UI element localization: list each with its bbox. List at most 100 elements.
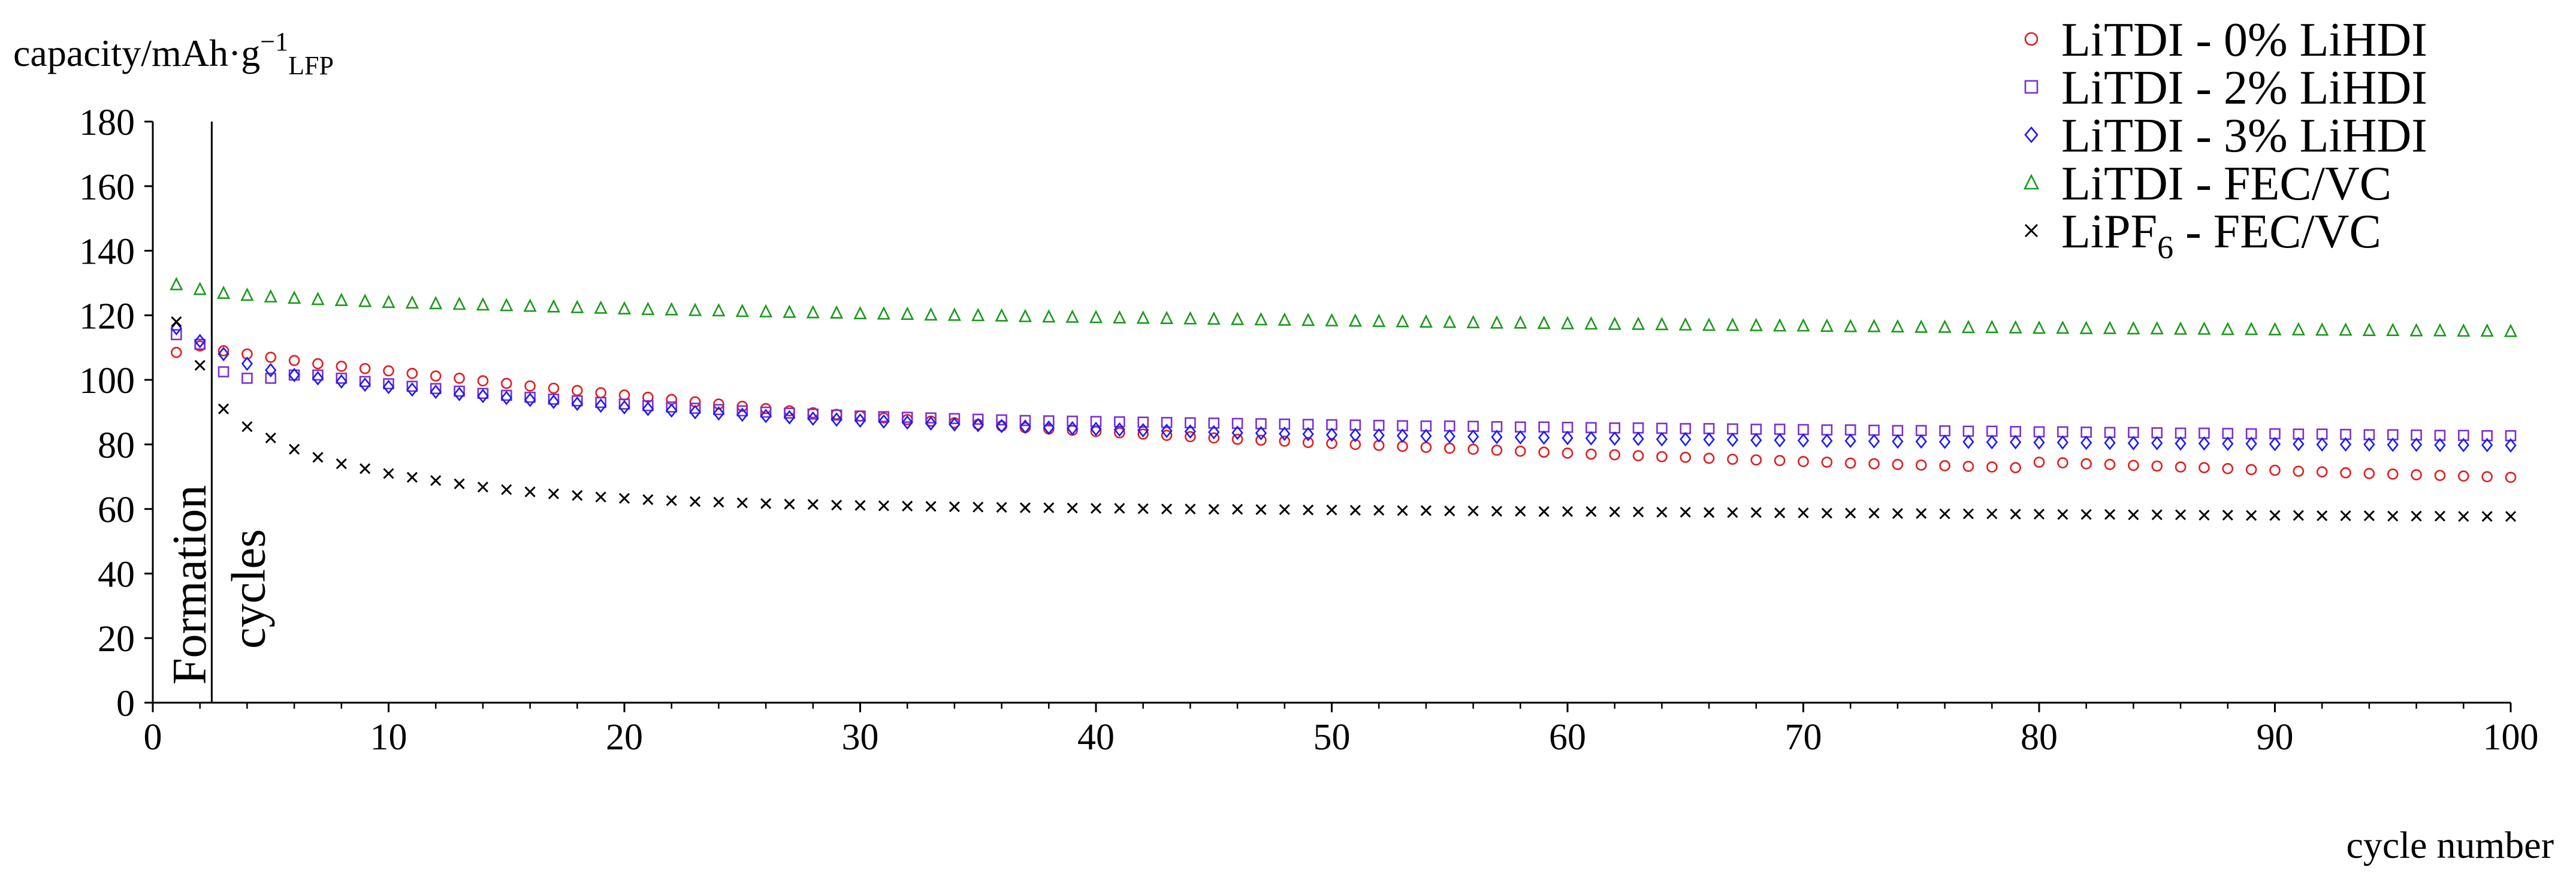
data-point — [1255, 425, 1267, 441]
data-point — [2197, 321, 2211, 335]
data-point — [2245, 322, 2258, 335]
data-point — [312, 369, 324, 381]
data-point — [2339, 437, 2352, 452]
data-point — [571, 385, 583, 397]
data-point — [1844, 424, 1856, 436]
data-point — [1255, 418, 1267, 430]
data-point — [1089, 310, 1103, 323]
formation-label: Formation — [164, 485, 216, 685]
data-point — [713, 497, 724, 508]
data-point — [807, 499, 819, 510]
data-point — [477, 481, 488, 493]
data-point — [359, 362, 371, 374]
y-axis-label-sup: −1 — [260, 27, 288, 56]
data-point — [1067, 502, 1078, 514]
data-point — [2409, 323, 2423, 337]
data-point — [265, 433, 276, 444]
data-point — [806, 305, 820, 319]
data-point — [1090, 503, 1102, 514]
data-point — [1562, 447, 1574, 459]
data-point — [1609, 431, 1621, 446]
data-point — [1562, 422, 1574, 433]
data-point — [1373, 428, 1385, 443]
data-point — [2056, 320, 2070, 334]
data-point — [783, 304, 796, 318]
data-point — [171, 316, 182, 328]
data-point — [1962, 461, 1974, 472]
data-point — [2175, 509, 2187, 521]
data-point — [288, 355, 300, 367]
data-point — [1491, 506, 1503, 517]
data-point — [240, 288, 254, 301]
data-point — [2080, 436, 2092, 450]
cycles-label: cycles — [222, 529, 275, 649]
data-point — [453, 386, 466, 401]
data-point — [312, 452, 324, 463]
data-point — [1916, 508, 1927, 519]
legend-label: LiPF6 - FEC/VC — [2061, 205, 2381, 265]
data-point — [1584, 316, 1598, 330]
data-point — [2151, 460, 2163, 472]
data-point — [1939, 508, 1950, 519]
data-point — [1820, 318, 1834, 332]
data-point — [1185, 503, 1196, 515]
data-point — [996, 414, 1007, 426]
data-point — [548, 394, 560, 405]
data-point — [1892, 508, 1903, 519]
data-point — [666, 403, 678, 418]
data-point — [784, 498, 795, 510]
data-point — [1348, 313, 1362, 327]
data-point — [1680, 432, 1692, 447]
data-point — [949, 501, 960, 512]
data-point — [1562, 431, 1574, 446]
axes: 0 20 40 60 80 100 120 140 160 180 0 10 20 30 40 50 60 70 8… — [79, 102, 2539, 758]
data-point — [1090, 421, 1102, 437]
data-point — [617, 301, 632, 314]
data-point — [1867, 319, 1881, 332]
data-point — [1726, 317, 1740, 331]
data-point — [784, 407, 795, 419]
data-point — [1703, 432, 1715, 447]
data-point — [500, 389, 512, 401]
data-point — [1279, 427, 1291, 441]
x-tick-label: 80 — [2021, 717, 2058, 758]
data-point — [1632, 422, 1644, 434]
data-point — [2128, 459, 2139, 471]
data-point — [1208, 425, 1220, 440]
data-point — [2411, 469, 2422, 480]
data-point — [2480, 323, 2494, 337]
x-tick-label: 50 — [1313, 717, 1351, 758]
data-point — [712, 406, 725, 421]
data-point — [995, 308, 1008, 322]
data-point — [2433, 323, 2447, 337]
data-point — [1114, 427, 1125, 438]
data-point — [760, 498, 772, 509]
data-point — [1278, 312, 1291, 326]
data-point — [429, 296, 443, 310]
data-point — [2127, 321, 2140, 335]
data-point — [2339, 322, 2352, 336]
data-point — [2481, 437, 2493, 453]
data-point — [1560, 316, 1575, 329]
data-point — [454, 385, 465, 397]
y-tick-label: 120 — [79, 296, 135, 337]
series-4 — [171, 316, 2517, 522]
data-point — [1254, 312, 1268, 326]
x-tick-label: 90 — [2257, 717, 2294, 758]
data-point — [1892, 434, 1904, 449]
data-point — [2245, 436, 2257, 451]
data-point — [1230, 312, 1245, 325]
data-point — [783, 410, 796, 425]
data-point — [1678, 317, 1692, 331]
data-point — [360, 463, 371, 474]
data-point — [1208, 418, 1220, 429]
data-point — [594, 398, 607, 413]
data-point — [1349, 438, 1361, 450]
x-tick-label: 20 — [606, 717, 643, 758]
data-point — [1019, 419, 1031, 434]
data-point — [1349, 428, 1361, 443]
data-point — [218, 366, 229, 377]
x-tick-label: 0 — [144, 717, 162, 758]
data-point — [760, 409, 772, 424]
data-point — [1443, 429, 1455, 444]
